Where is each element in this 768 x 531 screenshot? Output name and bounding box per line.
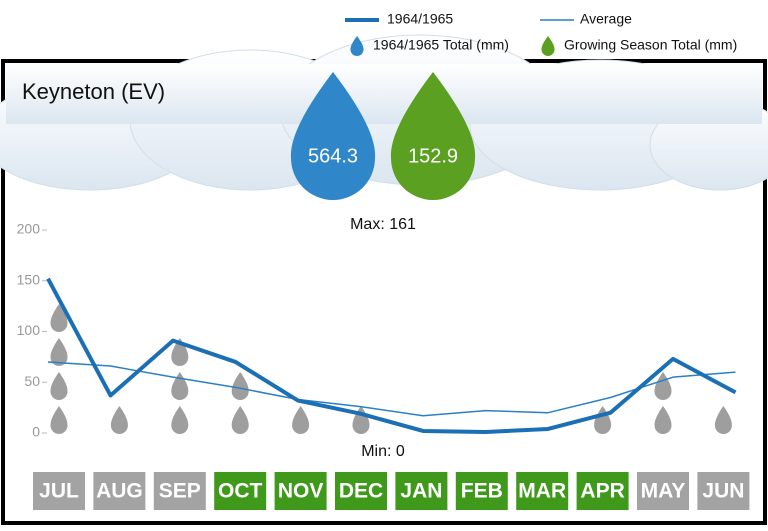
x-tick-label: JUL bbox=[39, 480, 79, 503]
y-tick-label: 50 bbox=[24, 373, 40, 389]
rain-drop bbox=[171, 406, 189, 434]
month-box bbox=[214, 472, 267, 510]
y-tick-label: 100 bbox=[17, 322, 41, 338]
y-tick-label: 150 bbox=[17, 271, 41, 287]
month-box bbox=[274, 472, 327, 510]
x-tick-label: SEP bbox=[159, 480, 201, 503]
rain-drop bbox=[231, 372, 249, 400]
legend-label: Growing Season Total (mm) bbox=[564, 37, 737, 53]
rain-drop bbox=[292, 406, 310, 434]
month-box bbox=[93, 472, 146, 510]
x-tick-label: FEB bbox=[461, 480, 503, 503]
max-label: Max: 161 bbox=[350, 216, 416, 233]
rain-drop bbox=[50, 406, 68, 434]
total-value: 152.9 bbox=[408, 145, 458, 167]
legend-label: 1964/1965 Total (mm) bbox=[373, 37, 509, 53]
month-box bbox=[576, 472, 629, 510]
legend-label: Average bbox=[580, 11, 632, 27]
month-box bbox=[335, 472, 387, 510]
x-tick-label: APR bbox=[580, 480, 624, 503]
rain-drop bbox=[110, 406, 128, 434]
total-drop bbox=[290, 72, 376, 200]
month-box bbox=[697, 472, 750, 510]
rain-drop bbox=[231, 406, 249, 434]
x-tick-label: DEC bbox=[339, 480, 383, 503]
total-drop bbox=[390, 72, 476, 200]
legend-drop bbox=[350, 36, 364, 57]
total-value: 564.3 bbox=[308, 145, 358, 167]
x-tick-label: OCT bbox=[218, 480, 263, 503]
cloud bbox=[0, 34, 768, 191]
rain-drop bbox=[714, 406, 732, 434]
legend-label: 1964/1965 bbox=[387, 11, 453, 27]
x-tick-label: AUG bbox=[96, 480, 143, 503]
chart-title: Keyneton (EV) bbox=[22, 79, 165, 104]
month-box bbox=[153, 472, 206, 510]
month-box bbox=[455, 472, 508, 510]
month-box bbox=[33, 472, 85, 510]
x-tick-label: MAY bbox=[641, 480, 686, 503]
min-label: Min: 0 bbox=[361, 443, 405, 460]
y-tick-label: 200 bbox=[17, 221, 41, 237]
y-tick-label: 0 bbox=[32, 424, 40, 440]
rain-drop bbox=[50, 372, 68, 400]
rain-drop bbox=[50, 338, 68, 366]
series-line bbox=[47, 361, 736, 417]
month-box bbox=[637, 472, 689, 510]
month-box bbox=[516, 472, 569, 510]
x-tick-label: JUN bbox=[702, 480, 744, 503]
x-tick-label: MAR bbox=[518, 480, 566, 503]
month-box bbox=[395, 472, 448, 510]
rain-drop bbox=[654, 406, 672, 434]
x-tick-label: JAN bbox=[400, 480, 442, 503]
legend-drop bbox=[541, 36, 555, 57]
series-line bbox=[46, 277, 737, 434]
x-tick-label: NOV bbox=[278, 480, 324, 503]
